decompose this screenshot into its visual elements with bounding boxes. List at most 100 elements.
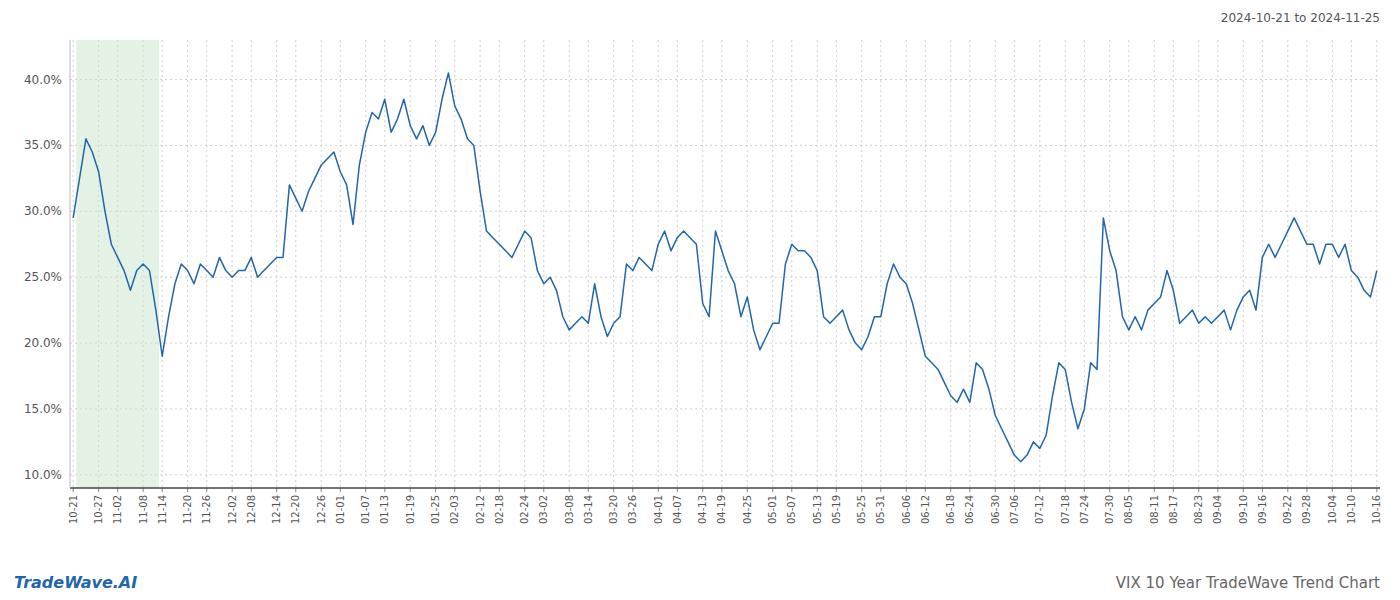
x-tick-label: 06-06 xyxy=(901,495,912,524)
grid-line-x xyxy=(1306,40,1307,488)
grid-line-x xyxy=(295,40,296,488)
x-tick-label: 11-26 xyxy=(201,495,212,524)
grid-line-x xyxy=(1287,40,1288,488)
grid-line-y xyxy=(70,79,1380,80)
grid-line-x xyxy=(276,40,277,488)
grid-line-x xyxy=(1198,40,1199,488)
grid-line-x xyxy=(925,40,926,488)
grid-line-y xyxy=(70,474,1380,475)
x-tick-label: 07-12 xyxy=(1034,495,1045,524)
grid-line-x xyxy=(747,40,748,488)
x-tick-label: 08-11 xyxy=(1149,495,1160,524)
grid-line-x xyxy=(1154,40,1155,488)
grid-line-x xyxy=(1084,40,1085,488)
grid-line-x xyxy=(613,40,614,488)
x-tick-label: 11-14 xyxy=(157,495,168,524)
x-tick-label: 02-18 xyxy=(494,495,505,524)
x-tick-label: 03-08 xyxy=(564,495,575,524)
grid-line-x xyxy=(1109,40,1110,488)
shade-region xyxy=(76,40,159,488)
x-tick-label: 12-14 xyxy=(271,495,282,524)
axes xyxy=(70,40,1380,492)
x-tick-label: 04-07 xyxy=(672,495,683,524)
grid-line-x xyxy=(1332,40,1333,488)
x-tick-label: 05-07 xyxy=(786,495,797,524)
grid-line-x xyxy=(232,40,233,488)
x-tick-label: 05-01 xyxy=(767,495,778,524)
x-tick-label: 09-10 xyxy=(1238,495,1249,524)
x-tick-label: 10-16 xyxy=(1371,495,1382,524)
x-tick-label: 12-26 xyxy=(316,495,327,524)
x-tick-label: 10-10 xyxy=(1346,495,1357,524)
grid-line-x xyxy=(861,40,862,488)
grid-line-y xyxy=(70,408,1380,409)
grid-line-x xyxy=(880,40,881,488)
grid-line-x xyxy=(969,40,970,488)
grid-line-x xyxy=(499,40,500,488)
x-tick-label: 06-30 xyxy=(990,495,1001,524)
grid-line-y xyxy=(70,277,1380,278)
grid-line-x xyxy=(384,40,385,488)
x-tick-label: 09-04 xyxy=(1212,495,1223,524)
x-tick-label: 08-05 xyxy=(1123,495,1134,524)
x-tick-label: 02-12 xyxy=(475,495,486,524)
grid-line-x xyxy=(480,40,481,488)
x-axis-line xyxy=(70,487,1380,489)
x-tick-label: 04-25 xyxy=(742,495,753,524)
grid-line-x xyxy=(632,40,633,488)
x-tick-label: 11-02 xyxy=(112,495,123,524)
grid-line-x xyxy=(817,40,818,488)
grid-line-x xyxy=(1065,40,1066,488)
x-tick-label: 04-19 xyxy=(716,495,727,524)
grid-line-x xyxy=(836,40,837,488)
grid-line-x xyxy=(1243,40,1244,488)
grid xyxy=(70,40,1380,488)
y-tick-label: 35.0% xyxy=(24,138,62,152)
grid-line-x xyxy=(1376,40,1377,488)
grid-line-x xyxy=(1173,40,1174,488)
x-tick-label: 03-14 xyxy=(583,495,594,524)
x-tick-label: 07-24 xyxy=(1079,495,1090,524)
grid-line-x xyxy=(995,40,996,488)
x-tick-label: 06-18 xyxy=(945,495,956,524)
grid-line-x xyxy=(251,40,252,488)
grid-line-x xyxy=(1039,40,1040,488)
x-tick-label: 05-19 xyxy=(831,495,842,524)
x-tick-label: 05-25 xyxy=(856,495,867,524)
x-tick-label: 01-01 xyxy=(335,495,346,524)
x-tick-label: 01-07 xyxy=(360,495,371,524)
line-series xyxy=(73,73,1377,462)
annotation: TradeWave.AI xyxy=(14,573,137,592)
x-tick-label: 03-20 xyxy=(608,495,619,524)
grid-line-x xyxy=(772,40,773,488)
x-tick-label: 09-22 xyxy=(1282,495,1293,524)
grid-line-x xyxy=(721,40,722,488)
chart: 10.0%15.0%20.0%25.0%30.0%35.0%40.0%10-21… xyxy=(0,0,1400,600)
grid-line-x xyxy=(524,40,525,488)
grid-line-x xyxy=(1217,40,1218,488)
x-tick-label: 10-27 xyxy=(93,495,104,524)
grid-line-x xyxy=(1128,40,1129,488)
y-tick-label: 30.0% xyxy=(24,204,62,218)
x-tick-label: 05-13 xyxy=(812,495,823,524)
grid-line-y xyxy=(70,145,1380,146)
x-tick-label: 09-28 xyxy=(1301,495,1312,524)
y-tick-label: 40.0% xyxy=(24,73,62,87)
x-tick-label: 08-23 xyxy=(1193,495,1204,524)
grid-line-x xyxy=(162,40,163,488)
x-tick-label: 07-06 xyxy=(1009,495,1020,524)
x-tick-label: 01-13 xyxy=(379,495,390,524)
x-tick-label: 12-08 xyxy=(246,495,257,524)
x-tick-label: 02-24 xyxy=(519,495,530,524)
grid-line-x xyxy=(340,40,341,488)
grid-line-x xyxy=(321,40,322,488)
title: VIX 10 Year TradeWave Trend Chart xyxy=(1116,574,1380,592)
x-tick-label: 09-16 xyxy=(1257,495,1268,524)
grid-line-x xyxy=(569,40,570,488)
grid-line-x xyxy=(1351,40,1352,488)
x-tick-label: 12-02 xyxy=(227,495,238,524)
grid-line-x xyxy=(1014,40,1015,488)
x-tick-label: 07-30 xyxy=(1104,495,1115,524)
x-tick-label: 12-20 xyxy=(290,495,301,524)
grid-line-y xyxy=(70,343,1380,344)
